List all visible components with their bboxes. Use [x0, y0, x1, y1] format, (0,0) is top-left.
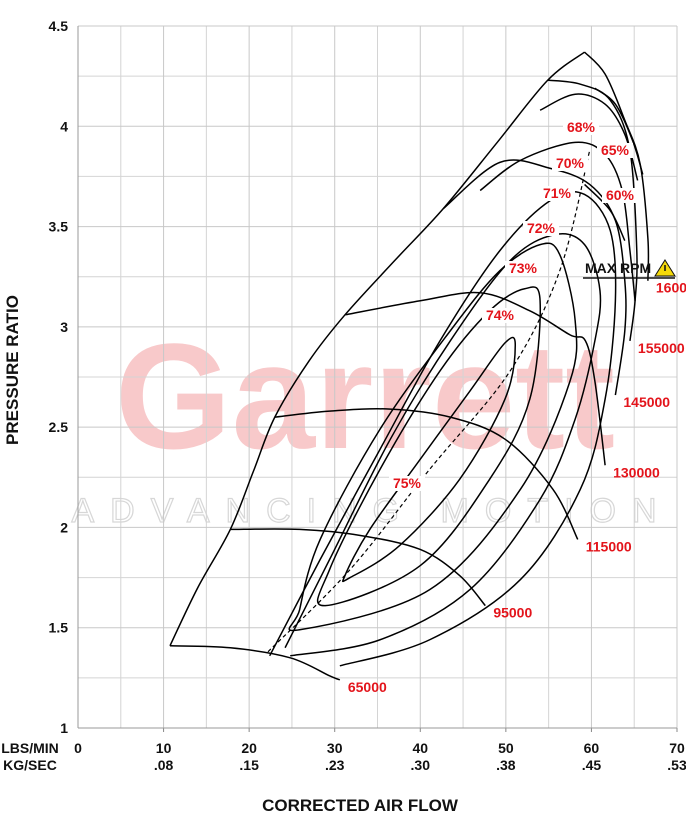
x2-tick-label: .53 [667, 757, 686, 773]
speed-line [274, 408, 579, 540]
speed-line [230, 528, 486, 607]
x-axis-title: CORRECTED AIR FLOW [262, 796, 459, 815]
speed-label: 155000 [638, 340, 685, 356]
efficiency-label-bg [505, 261, 541, 276]
efficiency-island [288, 242, 578, 632]
y-axis-title: PRESSURE RATIO [3, 295, 22, 445]
efficiency-label-bg [482, 308, 518, 323]
efficiency-label-bg [539, 186, 575, 201]
x2-tick-label: .23 [325, 757, 345, 773]
watermark-tagline: ADVANCING MOTION [71, 492, 672, 530]
efficiency-island [316, 286, 541, 607]
y-tick-label: 1 [60, 720, 68, 736]
efficiency-label: 71% [543, 185, 572, 201]
surge-line [169, 51, 586, 647]
speed-line [584, 51, 650, 281]
x2-tick-label: .45 [582, 757, 602, 773]
speed-label: 145000 [623, 394, 670, 410]
efficiency-label-bg [552, 156, 588, 171]
x-tick-label: 30 [327, 740, 343, 756]
y-tick-label: 1.5 [49, 620, 69, 636]
y-tick-label: 3.5 [49, 219, 69, 235]
x2-unit-label: KG/SEC [3, 757, 57, 773]
efficiency-label-bg [389, 476, 425, 491]
speed-label: 115000 [586, 538, 632, 554]
x-tick-label: 40 [412, 740, 428, 756]
x2-tick-label: .38 [496, 757, 516, 773]
grid: 0 10 20 30 40 50 60 70 .08 .15 .23 .30 .38 .45 .53 1 1.5… [49, 18, 686, 773]
x2-tick-label: .08 [154, 757, 174, 773]
efficiency-label: 60% [606, 187, 635, 203]
efficiency-label-bg [602, 188, 638, 203]
x-tick-label: 50 [498, 740, 514, 756]
efficiency-label: 68% [567, 119, 596, 135]
efficiency-label: 65% [601, 142, 630, 158]
y-tick-label: 2 [60, 519, 68, 535]
speed-label: 130000 [613, 464, 660, 480]
speed-line [169, 645, 341, 681]
x-tick-label: 10 [156, 740, 172, 756]
y-tick-label: 3 [60, 319, 68, 335]
watermark: Garrett [115, 312, 615, 480]
labels: 65000 95000 115000 130000 145000 155000 160000… [348, 119, 686, 695]
efficiency-label: 70% [556, 155, 585, 171]
speed-label: 95000 [493, 605, 532, 621]
x-unit-label: LBS/MIN [1, 740, 59, 756]
max-rpm-label: MAX RPM [585, 260, 651, 276]
speed-line [344, 291, 606, 466]
efficiency-label: 72% [527, 220, 556, 236]
x-tick-label: 70 [669, 740, 685, 756]
speed-label: 160000 [656, 280, 686, 296]
efficiency-label-bg [597, 143, 633, 158]
efficiency-label: 75% [393, 475, 422, 491]
x2-tick-label: .30 [411, 757, 431, 773]
x-tick-label: 20 [241, 740, 257, 756]
x2-tick-label: .15 [239, 757, 259, 773]
y-tick-label: 4 [60, 118, 68, 134]
efficiency-island [269, 190, 617, 667]
y-tick-label: 4.5 [49, 18, 69, 34]
y-tick-label: 2.5 [49, 419, 69, 435]
efficiency-label-bg [563, 120, 599, 135]
efficiency-label-bg [523, 221, 559, 236]
efficiency-label: 74% [486, 307, 515, 323]
efficiency-label: 73% [509, 260, 538, 276]
speed-label: 65000 [348, 679, 387, 695]
x-tick-label: 0 [74, 740, 82, 756]
efficiency-island [284, 232, 602, 657]
x-tick-label: 60 [584, 740, 600, 756]
